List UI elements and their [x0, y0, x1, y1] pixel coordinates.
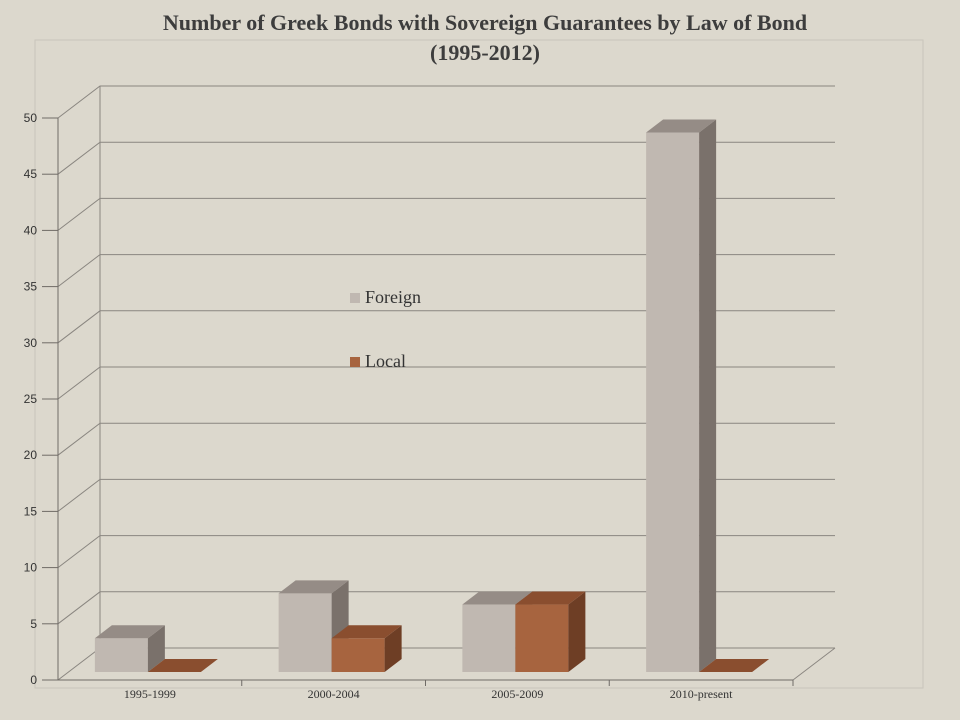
x-tick-label: 1995-1999 [124, 687, 176, 701]
gridline [57, 422, 835, 456]
bar-top [278, 580, 349, 594]
y-tick-label: 25 [24, 392, 38, 406]
x-tick-label: 2010-present [670, 687, 733, 701]
chart-title-line1: Number of Greek Bonds with Sovereign Gua… [162, 10, 808, 35]
y-tick-label: 35 [24, 280, 38, 294]
gridline [57, 141, 835, 175]
bar-top [646, 119, 717, 133]
plot-frame [34, 39, 924, 689]
x-tick-label: 2000-2004 [308, 687, 360, 701]
bar-foreign-3 [646, 119, 717, 673]
gridline [57, 535, 835, 568]
bar-front [462, 604, 516, 672]
y-tick-label: 10 [24, 561, 38, 575]
y-tick-label: 45 [24, 167, 38, 181]
bar-front [278, 593, 332, 672]
bar-top [699, 659, 770, 672]
chart-title-line2: (1995-2012) [430, 40, 540, 65]
y-tick-label: 15 [24, 504, 38, 518]
bar-top [94, 625, 165, 639]
bar-local-3 [699, 659, 770, 672]
y-tick-label: 50 [24, 111, 38, 125]
chart-title: Number of Greek Bonds with Sovereign Gua… [0, 8, 960, 68]
gridline [57, 366, 835, 400]
floor-right-edge [792, 647, 836, 681]
bar-top [331, 625, 402, 639]
bar-front [646, 132, 700, 673]
axis-layer: 0 5 10 15 20 25 30 35 40 45 50 1995-1999 2000-2004 20… [24, 111, 794, 701]
legend-label-foreign: Foreign [365, 287, 421, 307]
bar-front [94, 638, 148, 672]
bar-foreign-0 [94, 625, 165, 672]
y-tick-label: 20 [24, 448, 38, 462]
bar-local-2 [515, 591, 586, 672]
y-tick-label: 0 [30, 673, 37, 687]
bar-top [462, 591, 533, 605]
gridline [57, 85, 835, 119]
bar-layer [94, 119, 770, 673]
bar-side [147, 625, 165, 672]
legend-swatch-foreign [350, 293, 360, 303]
legend: Foreign Local [350, 287, 421, 371]
y-tick-label: 40 [24, 223, 38, 237]
y-tick-label: 30 [24, 336, 38, 350]
gridline [57, 478, 835, 512]
bar-local-0 [147, 659, 218, 672]
y-tick-label: 5 [30, 617, 37, 631]
x-tick-label: 2005-2009 [491, 687, 543, 701]
legend-swatch-local [350, 357, 360, 367]
legend-label-local: Local [365, 351, 406, 371]
gridline [57, 310, 835, 344]
grid-layer [57, 85, 836, 681]
gridline [57, 197, 835, 231]
bar-top [147, 659, 218, 672]
gridline [57, 254, 835, 287]
bar-side [699, 119, 717, 673]
bar-front [331, 638, 385, 672]
bar-top [515, 591, 586, 605]
gridline [57, 591, 835, 625]
bar-front [515, 604, 569, 672]
bar-local-1 [331, 625, 402, 672]
bar-side [568, 591, 586, 672]
bar-side [384, 625, 402, 672]
